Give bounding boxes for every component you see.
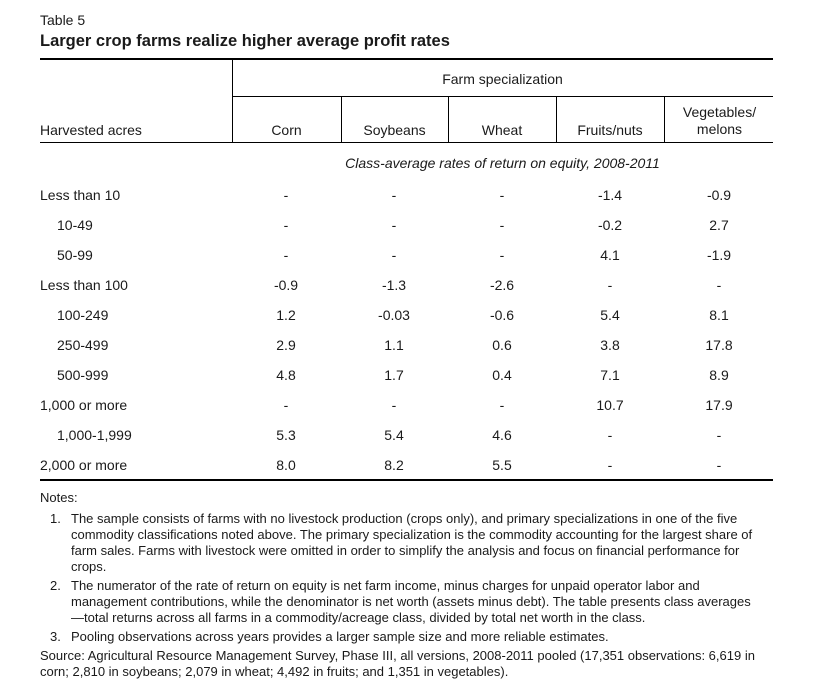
table-cell: 17.8 — [705, 337, 733, 353]
table-cell: 0.6 — [492, 337, 512, 353]
table-cell: 4.8 — [276, 367, 296, 383]
table-cell: - — [391, 187, 397, 203]
row-label: 1,000-1,999 — [57, 427, 132, 443]
table-cell: - — [391, 247, 397, 263]
table-cell: -0.9 — [706, 187, 732, 203]
table-cell: 1.2 — [276, 307, 296, 323]
spanner-header: Farm specialization — [442, 71, 563, 87]
col-divider — [232, 60, 233, 142]
table-cell: 1.1 — [384, 337, 404, 353]
col-divider — [341, 97, 342, 142]
table-cell: 7.1 — [600, 367, 620, 383]
table-cell: 5.4 — [384, 427, 404, 443]
table-cell: 5.3 — [276, 427, 296, 443]
note-text: The sample consists of farms with no liv… — [71, 511, 753, 574]
notes-heading: Notes: — [40, 490, 78, 505]
header-rule — [40, 142, 773, 143]
table-cell: -0.6 — [489, 307, 515, 323]
col-divider — [556, 97, 557, 142]
table-cell: - — [499, 187, 505, 203]
table-cell: - — [607, 457, 613, 473]
table-cell: 8.0 — [276, 457, 296, 473]
table-cell: 1.7 — [384, 367, 404, 383]
table-cell: - — [391, 397, 397, 413]
table-cell: 2.7 — [709, 217, 729, 233]
row-label: 50-99 — [57, 247, 93, 263]
note-text: Pooling observations across years provid… — [71, 629, 609, 644]
table-cell: -0.03 — [378, 307, 410, 323]
table-cell: 8.9 — [709, 367, 729, 383]
table-cell: - — [499, 217, 505, 233]
note-number: 3. — [50, 629, 61, 644]
column-header-soybeans: Soybeans — [363, 122, 426, 138]
table-cell: -0.2 — [597, 217, 623, 233]
table-cell: -1.9 — [706, 247, 732, 263]
table-cell: 3.8 — [600, 337, 620, 353]
table-cell: - — [607, 277, 613, 293]
row-label: 10-49 — [57, 217, 93, 233]
row-label: 250-499 — [57, 337, 109, 353]
table-cell: - — [391, 217, 397, 233]
table-cell: - — [607, 427, 613, 443]
column-header-wheat: Wheat — [481, 122, 523, 138]
row-label: 2,000 or more — [40, 457, 128, 473]
table-cell: - — [716, 277, 722, 293]
column-header-fruits-nuts: Fruits/nuts — [577, 122, 643, 138]
table-cell: 5.5 — [492, 457, 512, 473]
table-cell: 5.4 — [600, 307, 620, 323]
spanner-rule — [232, 96, 773, 97]
table-subheader: Class-average rates of return on equity,… — [345, 155, 660, 171]
table-cell: -0.9 — [273, 277, 299, 293]
column-header-vegetables-melons: Vegetables/ melons — [682, 104, 757, 137]
table-cell: 10.7 — [596, 397, 624, 413]
stub-header: Harvested acres — [40, 122, 142, 138]
table-cell: 17.9 — [705, 397, 733, 413]
table-cell: - — [283, 397, 289, 413]
table-cell: 2.9 — [276, 337, 296, 353]
col-divider — [664, 97, 665, 142]
row-label: 100-249 — [57, 307, 109, 323]
source-note: Source: Agricultural Resource Management… — [40, 648, 755, 679]
bottom-rule — [40, 479, 773, 481]
table-cell: - — [283, 187, 289, 203]
table-cell: 0.4 — [492, 367, 512, 383]
row-label: 500-999 — [57, 367, 109, 383]
top-rule — [40, 58, 773, 60]
note-text: The numerator of the rate of return on e… — [71, 578, 751, 625]
row-label: Less than 100 — [40, 277, 128, 293]
table-cell: -1.4 — [597, 187, 623, 203]
table-title: Larger crop farms realize higher average… — [40, 32, 450, 50]
table-cell: 8.1 — [709, 307, 729, 323]
note-number: 2. — [50, 578, 61, 593]
table-cell: - — [283, 247, 289, 263]
table-cell: 4.1 — [600, 247, 620, 263]
table-cell: - — [283, 217, 289, 233]
column-header-corn: Corn — [271, 122, 302, 138]
table-number: Table 5 — [40, 12, 86, 28]
table-cell: - — [716, 457, 722, 473]
col-divider — [448, 97, 449, 142]
note-number: 1. — [50, 511, 61, 526]
row-label: Less than 10 — [40, 187, 121, 203]
table-cell: - — [499, 247, 505, 263]
table-cell: 4.6 — [492, 427, 512, 443]
table-cell: -1.3 — [381, 277, 407, 293]
table-cell: - — [716, 427, 722, 443]
row-label: 1,000 or more — [40, 397, 128, 413]
table-cell: 8.2 — [384, 457, 404, 473]
table-cell: - — [499, 397, 505, 413]
table-cell: -2.6 — [489, 277, 515, 293]
